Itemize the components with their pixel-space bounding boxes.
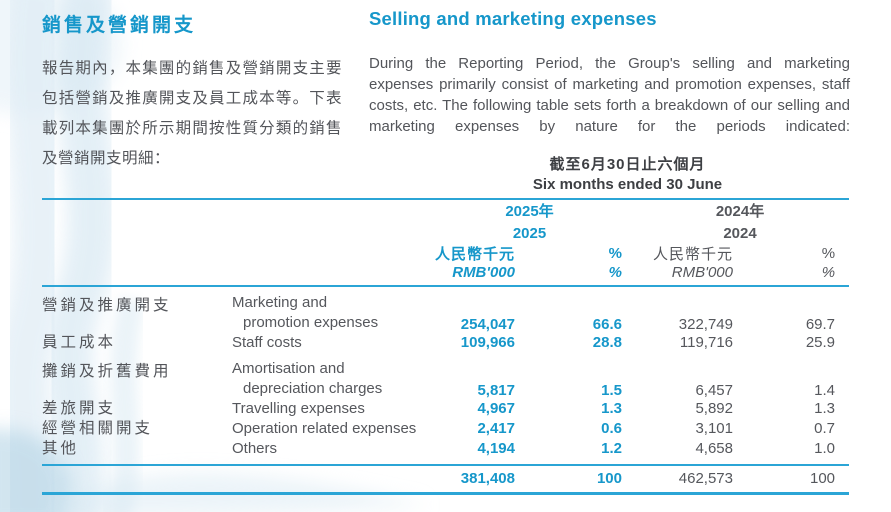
row-label-en: Marketing and promotion expenses [232, 286, 428, 333]
row-label-en-line1: Marketing and [232, 294, 328, 311]
pct-2024: 25.9 [805, 334, 836, 351]
row-label-zh: 營銷及推廣開支 [42, 297, 172, 314]
year-2024-zh: 2024年 [715, 203, 765, 220]
table-row-staff-costs: 員工成本 Staff costs 109,966 28.8 119,716 25… [42, 333, 849, 353]
english-column: Selling and marketing expenses During th… [369, 8, 850, 158]
pct-2025: 1.2 [524, 439, 631, 466]
value-2025: 254,047 [460, 316, 515, 333]
pct-2024-en: % [742, 264, 850, 287]
value-2024: 322,749 [678, 316, 733, 333]
total-value-2024: 462,573 [631, 465, 742, 495]
row-label-zh: 其他 [42, 439, 232, 466]
pct-2025: 66.6 [592, 316, 622, 333]
value-2024: 5,892 [695, 400, 733, 417]
total-pct-2024: 100 [742, 465, 850, 495]
table-row-travelling: 差旅開支 Travelling expenses 4,967 1.3 5,892… [42, 399, 849, 419]
row-label-zh: 員工成本 [42, 334, 117, 351]
table-period-header-zh: 截至6月30日止六個月 [42, 152, 849, 174]
row-label-en: Amortisation and depreciation charges [232, 353, 428, 399]
year-2025-zh: 2025年 [505, 203, 554, 220]
period-label-zh: 截至6月30日止六個月 [549, 156, 706, 173]
row-label-en-line2: promotion expenses [243, 314, 379, 331]
value-2025: 5,817 [477, 382, 515, 399]
section-heading-en: Selling and marketing expenses [369, 8, 657, 29]
pct-2025: 1.5 [601, 382, 622, 399]
row-label-zh: 攤銷及折舊費用 [42, 363, 172, 380]
pct-2024: 69.7 [805, 316, 836, 333]
pct-2025-zh: % [608, 245, 622, 262]
currency-2025-zh: 人民幣千元 [434, 246, 515, 263]
table-row-marketing: 營銷及推廣開支 Marketing and promotion expenses… [42, 286, 849, 333]
row-label-zh: 經營相關開支 [42, 420, 154, 437]
row-label-en-line1: Amortisation and [232, 360, 345, 377]
row-label-zh: 差旅開支 [42, 400, 117, 417]
pct-2025: 28.8 [592, 334, 622, 351]
table-row-amortisation: 攤銷及折舊費用 Amortisation and depreciation ch… [42, 353, 849, 399]
section-paragraph-en: During the Reporting Period, the Group's… [369, 55, 850, 135]
table-row-others: 其他 Others 4,194 1.2 4,658 1.0 [42, 439, 850, 466]
value-2025: 109,966 [460, 334, 515, 351]
expenses-table: 截至6月30日止六個月 Six months ended 30 June 202… [42, 152, 850, 495]
pct-2024: 1.3 [814, 400, 836, 417]
pct-2025: 1.3 [601, 400, 622, 417]
pct-2025-en: % [524, 264, 631, 287]
total-value-2025: 381,408 [428, 465, 524, 495]
chinese-column: 銷售及營銷開支 報告期內，本集團的銷售及營銷開支主要包括營銷及推廣開支及員工成本… [42, 10, 342, 174]
table-currency-row-zh: 人民幣千元 % 人民幣千元 % [42, 243, 849, 264]
row-label-en: Travelling expenses [232, 400, 365, 417]
pct-2024: 0.7 [814, 420, 836, 437]
table-total-row: 381,408 100 462,573 100 [42, 465, 850, 495]
table-year-row-en: 2025 2024 [42, 223, 849, 243]
section-heading-zh: 銷售及營銷開支 [42, 15, 197, 36]
value-2024: 119,716 [679, 334, 733, 351]
value-2025: 4,967 [477, 400, 515, 417]
period-label-en: Six months ended 30 June [428, 174, 850, 200]
table-currency-row-en: RMB'000 % RMB'000 % [42, 264, 850, 287]
currency-2025-en: RMB'000 [428, 264, 524, 287]
currency-2024-en: RMB'000 [631, 264, 742, 287]
pct-2024: 1.0 [742, 439, 850, 466]
table-row-operation: 經營相關開支 Operation related expenses 2,417 … [42, 419, 849, 439]
table-period-header-en: Six months ended 30 June [42, 174, 850, 200]
currency-2024-zh: 人民幣千元 [652, 246, 733, 263]
row-label-en-line2: depreciation charges [243, 380, 383, 397]
pct-2025: 0.6 [601, 420, 622, 437]
value-2024: 6,457 [695, 382, 733, 399]
row-label-en: Operation related expenses [232, 420, 417, 437]
value-2025: 4,194 [428, 439, 524, 466]
pct-2024-zh: % [821, 245, 836, 262]
pct-2024: 1.4 [814, 382, 836, 399]
row-label-en: Others [232, 439, 428, 466]
total-pct-2025: 100 [524, 465, 631, 495]
row-label-en: Staff costs [232, 334, 302, 351]
year-2024-en: 2024 [723, 224, 757, 242]
table-year-row-zh: 2025年 2024年 [42, 199, 849, 223]
value-2024: 3,101 [695, 420, 733, 437]
value-2025: 2,417 [477, 420, 515, 437]
value-2024: 4,658 [631, 439, 742, 466]
year-2025-en: 2025 [512, 224, 547, 242]
